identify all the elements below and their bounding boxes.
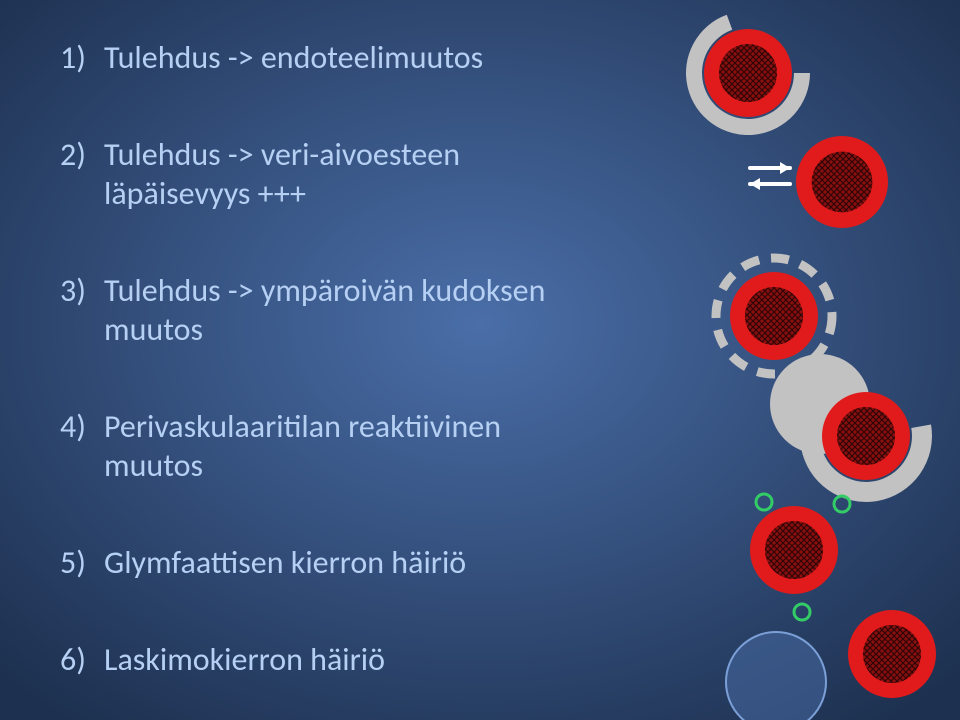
permeability-icon: [750, 136, 888, 228]
endothelium-icon: [686, 15, 810, 135]
perivascular-icon: [770, 354, 932, 502]
slide-stage: 1)Tulehdus -> endoteelimuutos2)Tulehdus …: [0, 0, 960, 720]
icon-layer: [0, 0, 960, 720]
venous-icon: [726, 610, 936, 720]
glymphatic-icon: [750, 494, 850, 620]
